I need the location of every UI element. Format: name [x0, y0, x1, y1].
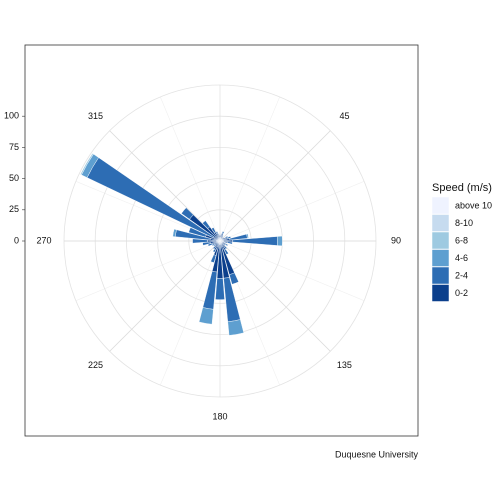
x-tick-label: 135 [337, 360, 352, 370]
x-tick-label: 180 [212, 411, 227, 421]
bar-segment [188, 227, 207, 238]
x-tick-label: 270 [36, 235, 51, 245]
x-tick-label: 225 [88, 360, 103, 370]
y-tick-label: 50 [9, 173, 19, 183]
legend-label: above 10 [455, 200, 492, 210]
minor-spoke [219, 181, 365, 242]
minor-spoke [75, 240, 221, 301]
bar-segment [207, 242, 214, 247]
bar-segment [227, 241, 233, 245]
legend-key [431, 249, 450, 267]
bar-segment [202, 220, 211, 229]
bar-segment [172, 228, 177, 237]
minor-spoke [160, 240, 221, 386]
bar-segment [215, 278, 225, 300]
x-tick-label: 45 [339, 111, 349, 121]
y-tick-label: 75 [9, 142, 19, 152]
bar-segment [198, 307, 214, 325]
legend-label: 0-2 [455, 288, 468, 298]
minor-spoke [160, 96, 221, 242]
bar-segment [181, 207, 194, 220]
bar-segment [202, 241, 211, 246]
bar-segment [212, 246, 216, 250]
x-tick-label: 90 [391, 235, 401, 245]
x-tick-label: 315 [88, 111, 103, 121]
y-tick-label: 0 [14, 235, 19, 245]
bar-segment [221, 231, 225, 235]
legend-label: 8-10 [455, 218, 473, 228]
y-tick-label: 100 [4, 111, 19, 121]
minor-spoke [219, 240, 365, 301]
bar-segment [80, 153, 94, 176]
bar-segment [212, 248, 216, 253]
bar-segment [217, 233, 220, 236]
bar-segment [224, 243, 229, 247]
legend-key [431, 266, 450, 285]
legend-key [431, 284, 450, 302]
bar-segment [224, 248, 229, 255]
y-tick-label: 25 [9, 204, 19, 214]
legend-title: Speed (m/s) [432, 182, 492, 194]
bar-segment [229, 272, 239, 285]
bar-segment [221, 235, 224, 238]
legend-key [431, 196, 450, 215]
legend-key [431, 231, 450, 250]
bar-segment [246, 233, 249, 239]
bar-segment [277, 235, 283, 247]
bar-segment [215, 231, 219, 235]
legend-label: 6-8 [455, 235, 468, 245]
minor-spoke [219, 96, 280, 242]
bar-segment [227, 319, 244, 336]
bar-segment [192, 238, 208, 244]
legend-label: 4-6 [455, 253, 468, 263]
bar-segment [211, 227, 216, 234]
caption: Duquesne University [335, 449, 419, 459]
bar-segment [210, 254, 217, 263]
legend-label: 2-4 [455, 270, 468, 280]
legend-key [431, 214, 450, 232]
